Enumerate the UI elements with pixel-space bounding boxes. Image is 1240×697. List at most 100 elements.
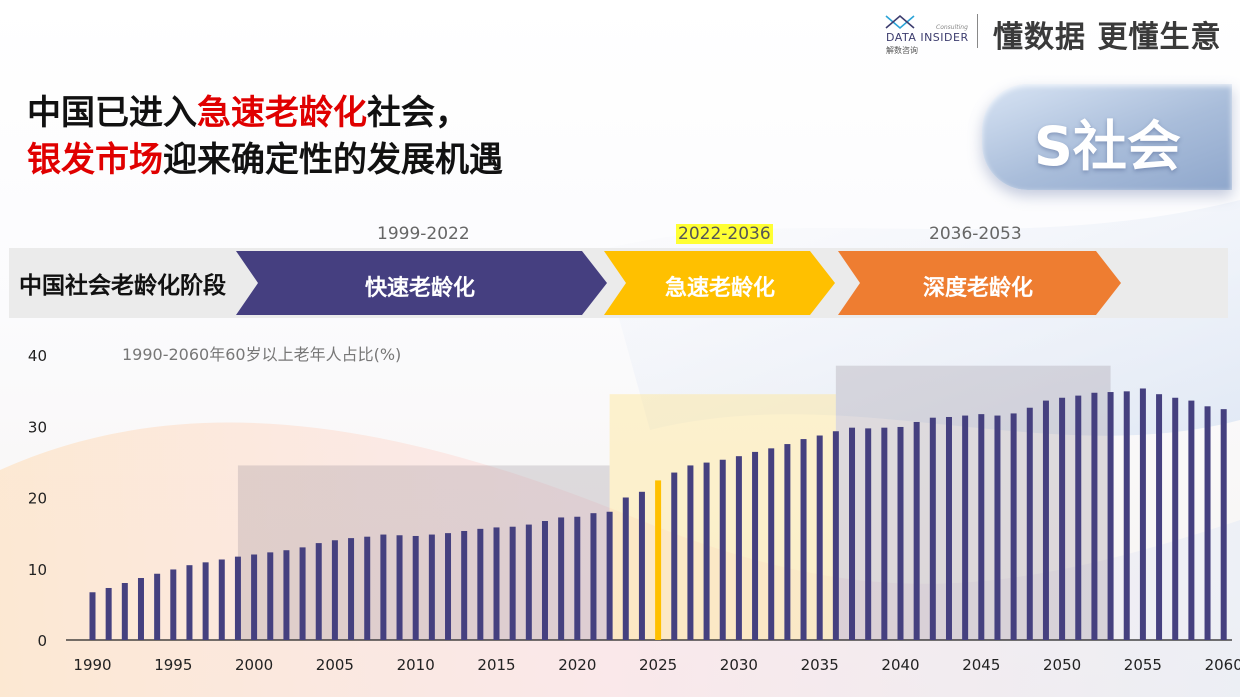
x-tick-label: 2055 <box>1124 656 1162 674</box>
bar-2008 <box>380 534 387 640</box>
x-tick-label: 2030 <box>720 656 758 674</box>
bar-2046 <box>994 415 1001 640</box>
bar-2035 <box>816 435 823 640</box>
y-tick-label: 10 <box>28 561 47 579</box>
bar-2029 <box>719 459 726 640</box>
y-axis-ticks: 0 10 20 30 40 <box>28 347 47 650</box>
chart-title: 1990-2060年60岁以上老年人占比(%) <box>122 345 401 364</box>
bar-2059 <box>1204 406 1211 640</box>
bar-2054 <box>1123 391 1130 640</box>
bar-2016 <box>509 526 516 640</box>
bar-2018 <box>541 521 548 640</box>
bar-2012 <box>445 533 452 640</box>
x-tick-label: 2060 <box>1205 656 1240 674</box>
bar-1993 <box>137 578 144 640</box>
x-axis-ticks: 1990 1995 2000 2005 2010 2015 2020 2025 2030 2035… <box>73 656 1240 674</box>
bar-2028 <box>703 462 710 640</box>
bar-2047 <box>1010 413 1017 640</box>
bar-2003 <box>299 547 306 640</box>
bar-2048 <box>1026 407 1033 640</box>
bar-2042 <box>929 417 936 640</box>
stage-range-deep: 2036-2053 <box>929 224 1022 244</box>
bar-2045 <box>978 414 985 640</box>
bar-2021 <box>590 513 597 640</box>
page-title: 中国已进入急速老龄化社会， 银发市场迎来确定性的发展机遇 <box>27 90 503 184</box>
bar-2013 <box>461 530 468 640</box>
bar-2030 <box>735 456 742 640</box>
x-tick-label: 2020 <box>558 656 596 674</box>
stage-range-rapid: 1999-2022 <box>377 224 470 244</box>
bar-2049 <box>1042 400 1049 640</box>
bar-2060 <box>1220 409 1227 640</box>
bar-2017 <box>525 524 532 640</box>
bar-1990 <box>89 592 96 640</box>
logo-mark-icon <box>885 14 915 30</box>
bar-2038 <box>865 428 872 640</box>
bar-2026 <box>671 472 678 640</box>
bar-2032 <box>768 448 775 640</box>
title-line1-part-a: 中国已进入 <box>27 93 197 133</box>
title-line-2: 银发市场迎来确定性的发展机遇 <box>27 137 503 184</box>
bar-2009 <box>396 535 403 640</box>
bar-2052 <box>1091 392 1098 640</box>
bar-2015 <box>493 527 500 640</box>
bar-2002 <box>283 550 290 640</box>
x-tick-label: 2025 <box>639 656 677 674</box>
bar-series <box>89 388 1227 640</box>
stage-band-label: 中国社会老龄化阶段 <box>19 273 226 299</box>
bar-2056 <box>1156 394 1163 640</box>
shaded-region-2036-2053 <box>835 365 1111 640</box>
bar-1996 <box>186 565 193 640</box>
bar-2034 <box>800 439 807 640</box>
title-line-1: 中国已进入急速老龄化社会， <box>27 90 503 137</box>
bar-2031 <box>752 451 759 640</box>
bar-2039 <box>881 427 888 640</box>
bar-1992 <box>121 583 128 640</box>
bar-2055 <box>1139 388 1146 640</box>
bar-2019 <box>558 517 565 640</box>
x-tick-label: 2040 <box>881 656 919 674</box>
x-tick-label: 2000 <box>235 656 273 674</box>
logo-name: DATA INSIDER <box>886 31 969 44</box>
bar-2037 <box>849 427 856 640</box>
x-tick-label: 2035 <box>801 656 839 674</box>
header-divider <box>977 14 978 48</box>
bar-2058 <box>1188 400 1195 640</box>
bar-2023 <box>622 497 629 640</box>
bar-2053 <box>1107 392 1114 640</box>
bar-2041 <box>913 421 920 640</box>
stage-arrow-deep <box>838 251 1121 315</box>
bar-2011 <box>428 534 435 640</box>
stage-range-accelerated-text: 2022-2036 <box>676 224 773 244</box>
bar-2010 <box>412 535 419 640</box>
bar-1998 <box>218 559 225 640</box>
bar-2006 <box>348 538 355 640</box>
x-tick-label: 2045 <box>962 656 1000 674</box>
x-tick-label: 1990 <box>73 656 111 674</box>
bar-1995 <box>170 569 177 640</box>
bar-2022 <box>606 511 613 640</box>
logo-subtitle: Consulting <box>936 24 968 31</box>
y-tick-label: 40 <box>28 347 47 365</box>
bar-2040 <box>897 426 904 640</box>
bar-2051 <box>1075 395 1082 640</box>
stage-arrow-rapid <box>236 251 607 315</box>
bar-2020 <box>574 516 581 640</box>
bar-2044 <box>962 415 969 640</box>
x-tick-label: 2005 <box>316 656 354 674</box>
y-tick-label: 0 <box>37 632 47 650</box>
stage-name-deep: 深度老龄化 <box>922 276 1033 301</box>
bar-2043 <box>945 416 952 640</box>
title-line2-highlight: 银发市场 <box>27 140 163 180</box>
bar-2004 <box>315 543 322 640</box>
logo-chinese-name: 解数咨询 <box>886 46 918 55</box>
bar-2024 <box>638 491 645 640</box>
bar-1994 <box>154 573 161 640</box>
bar-2033 <box>784 444 791 640</box>
bar-1997 <box>202 562 209 640</box>
header-slogan: 懂数据 更懂生意 <box>993 20 1222 55</box>
bar-2005 <box>331 540 338 640</box>
bar-2057 <box>1172 397 1179 640</box>
shaded-region-1999-2022 <box>237 465 610 640</box>
